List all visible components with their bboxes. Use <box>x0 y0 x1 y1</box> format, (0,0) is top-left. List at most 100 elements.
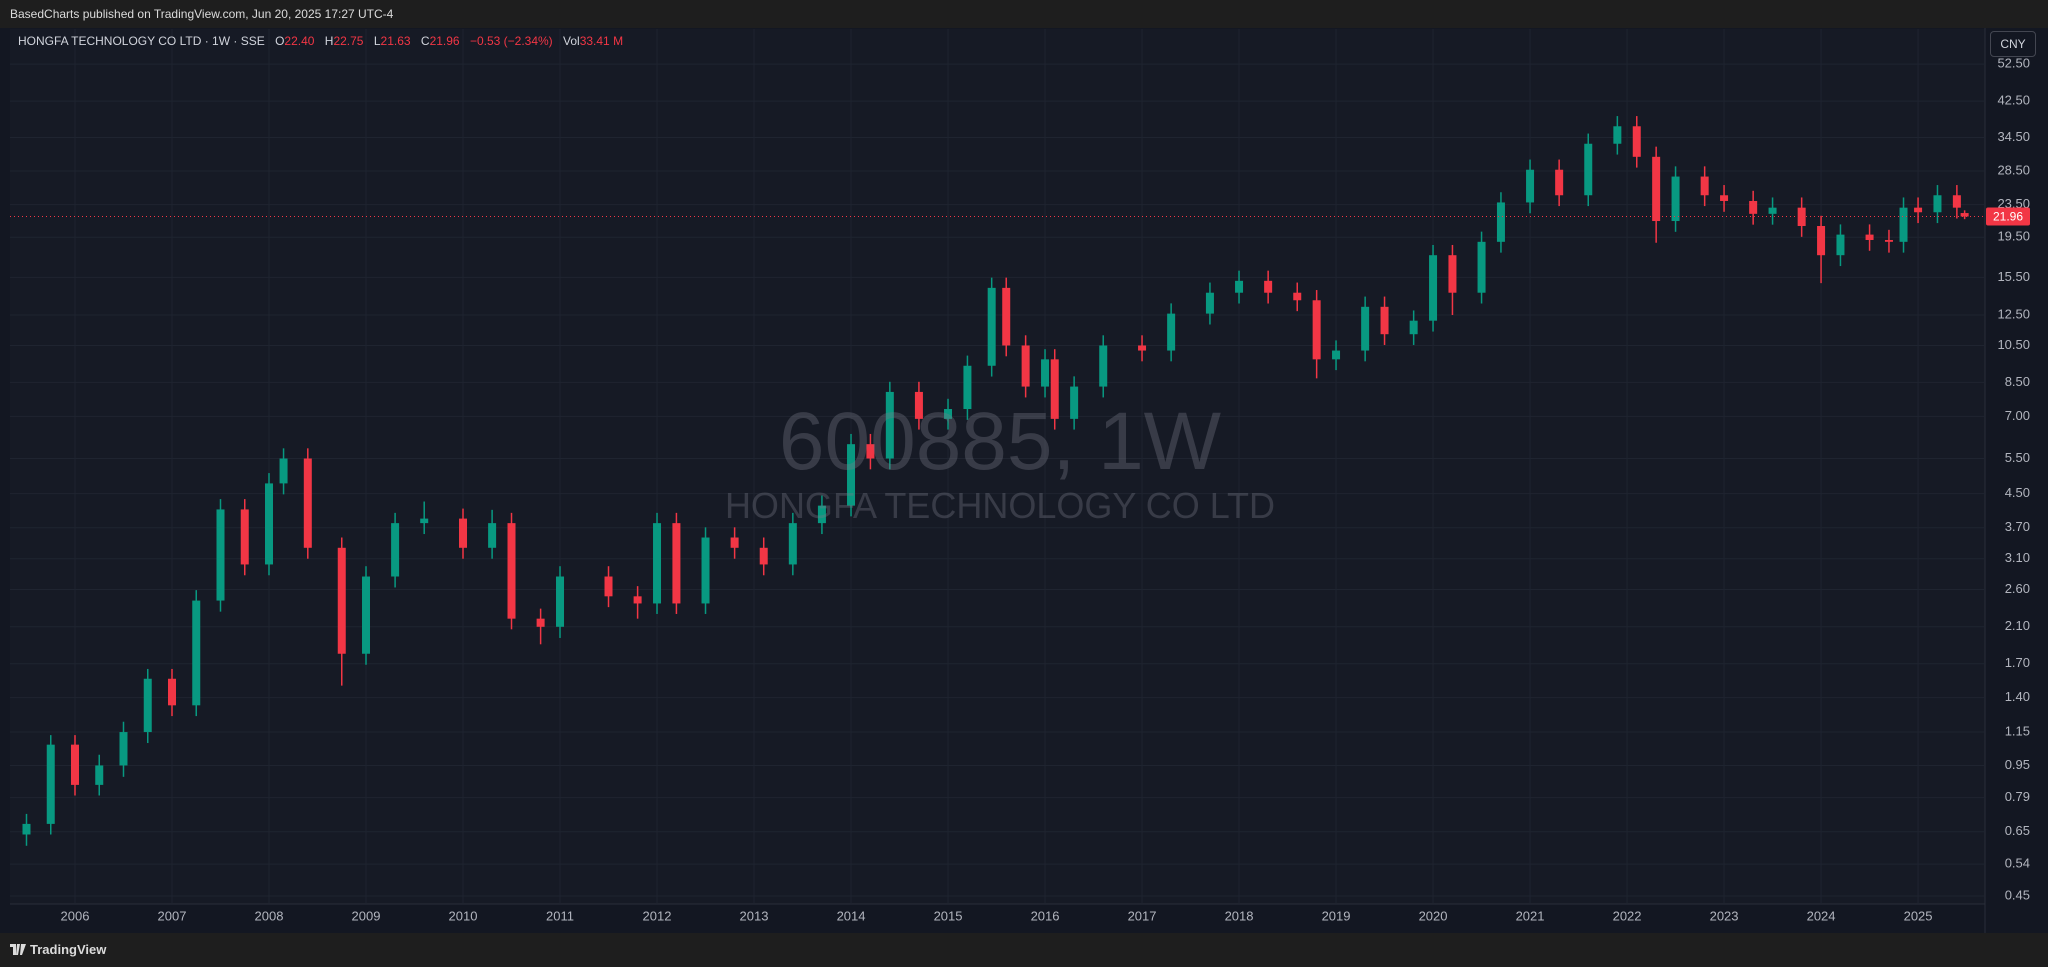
candle-body <box>70 744 79 785</box>
y-tick-label: 0.95 <box>2005 757 2030 772</box>
candle-body <box>22 823 31 835</box>
candle-body <box>1526 169 1535 203</box>
currency-button[interactable]: CNY <box>1990 31 2036 57</box>
last-price-tag: 21.96 <box>1993 210 2023 224</box>
candle-body <box>1768 207 1777 214</box>
candle-body <box>1477 241 1486 293</box>
x-tick-label: 2025 <box>1904 908 1933 923</box>
candle-body <box>192 600 201 706</box>
y-tick-label: 0.65 <box>2005 823 2030 838</box>
candle-body <box>167 678 176 706</box>
candle-body <box>488 523 497 548</box>
value: 21.63 <box>380 34 411 48</box>
candle-body <box>536 618 545 627</box>
candle-body <box>1865 234 1874 240</box>
candle-body <box>1041 359 1050 387</box>
candle-body <box>1836 234 1845 256</box>
x-tick-label: 2012 <box>643 908 672 923</box>
candle-body <box>279 458 288 484</box>
y-tick-label: 52.50 <box>1997 56 2030 71</box>
candle-body <box>1720 195 1729 201</box>
value: 21.96 <box>429 34 460 48</box>
y-tick-label: 2.60 <box>2005 581 2030 596</box>
candle-body <box>1496 202 1505 242</box>
candle-body <box>672 523 681 604</box>
footer-bar: TradingView <box>0 933 2048 967</box>
candle-body <box>1555 169 1564 196</box>
grid <box>10 29 1985 904</box>
candle-body <box>1361 306 1370 351</box>
candle-body <box>556 576 565 627</box>
y-tick-label: 15.50 <box>1997 269 2030 284</box>
candle-body <box>1448 255 1457 293</box>
last-price-tag-bg <box>1986 207 2030 226</box>
candle-body <box>1652 156 1661 222</box>
y-tick-label: 0.45 <box>2005 887 2030 902</box>
x-tick-label: 2007 <box>158 908 187 923</box>
candle-body <box>866 444 875 459</box>
candle-body <box>1264 280 1273 293</box>
candle-body <box>1002 287 1011 346</box>
y-tick-label: 34.50 <box>1997 129 2030 144</box>
candle-body <box>337 547 346 654</box>
y-tick-label: 0.79 <box>2005 789 2030 804</box>
candle-body <box>1235 280 1244 293</box>
x-tick-label: 2010 <box>449 908 478 923</box>
candle-body <box>759 547 768 565</box>
candle-body <box>1700 176 1709 196</box>
x-tick-label: 2020 <box>1419 908 1448 923</box>
candle-body <box>847 444 856 506</box>
candle-body <box>1613 126 1622 144</box>
y-tick-label: 42.50 <box>1997 93 2030 108</box>
x-tick-label: 2008 <box>255 908 284 923</box>
x-tick-label: 2023 <box>1710 908 1739 923</box>
x-tick-label: 2024 <box>1807 908 1836 923</box>
label: O <box>275 34 285 48</box>
y-tick-label: 1.40 <box>2005 689 2030 704</box>
y-tick-label: 19.50 <box>1997 229 2030 244</box>
candle-body <box>1293 292 1302 301</box>
watermark-symbol: 600885, 1W <box>778 396 1222 487</box>
candle-body <box>1933 195 1942 213</box>
y-tick-label: 4.50 <box>2005 485 2030 500</box>
y-tick-label: 0.54 <box>2005 856 2030 871</box>
y-tick-label: 8.50 <box>2005 374 2030 389</box>
x-tick-label: 2011 <box>546 908 574 923</box>
candle-body <box>459 518 468 548</box>
x-tick-label: 2015 <box>934 908 963 923</box>
y-tick-label: 23.50 <box>1997 196 2030 211</box>
candle-body <box>1205 292 1214 314</box>
x-tick-label: 2016 <box>1031 908 1060 923</box>
candle-body <box>1429 255 1438 321</box>
candle-body <box>1884 239 1893 242</box>
candle-body <box>885 391 894 459</box>
y-tick-label: 7.00 <box>2005 408 2030 423</box>
x-tick-label: 2018 <box>1225 908 1254 923</box>
header-bar: BasedCharts published on TradingView.com… <box>0 0 2048 28</box>
y-tick-label: 3.70 <box>2005 519 2030 534</box>
x-tick-label: 2017 <box>1128 908 1157 923</box>
y-tick-label: 1.15 <box>2005 723 2030 738</box>
symbol: HONGFA TECHNOLOGY CO LTD · 1W · SSE <box>18 34 265 48</box>
candle-body <box>633 596 642 604</box>
candle-body <box>944 409 953 419</box>
candle-body <box>987 287 996 366</box>
candle-body <box>265 483 274 565</box>
watermark-name: HONGFA TECHNOLOGY CO LTD <box>724 485 1276 526</box>
x-tick-label: 2021 <box>1516 908 1545 923</box>
candle-body <box>303 458 312 548</box>
candle-body <box>216 509 225 601</box>
candle-body <box>1914 207 1923 213</box>
y-tick-label: 1.70 <box>2005 655 2030 670</box>
candle-body <box>420 518 429 524</box>
candle-body <box>1138 345 1147 351</box>
candle-body <box>143 678 152 733</box>
label: C <box>420 34 430 48</box>
brand: TradingView <box>30 942 107 957</box>
change: −0.53 (−2.34%) <box>469 34 553 48</box>
candle-body <box>1797 207 1806 226</box>
candle-body <box>1899 207 1908 242</box>
logo <box>10 944 26 955</box>
candle-body <box>362 576 371 654</box>
candle-body <box>507 523 516 619</box>
